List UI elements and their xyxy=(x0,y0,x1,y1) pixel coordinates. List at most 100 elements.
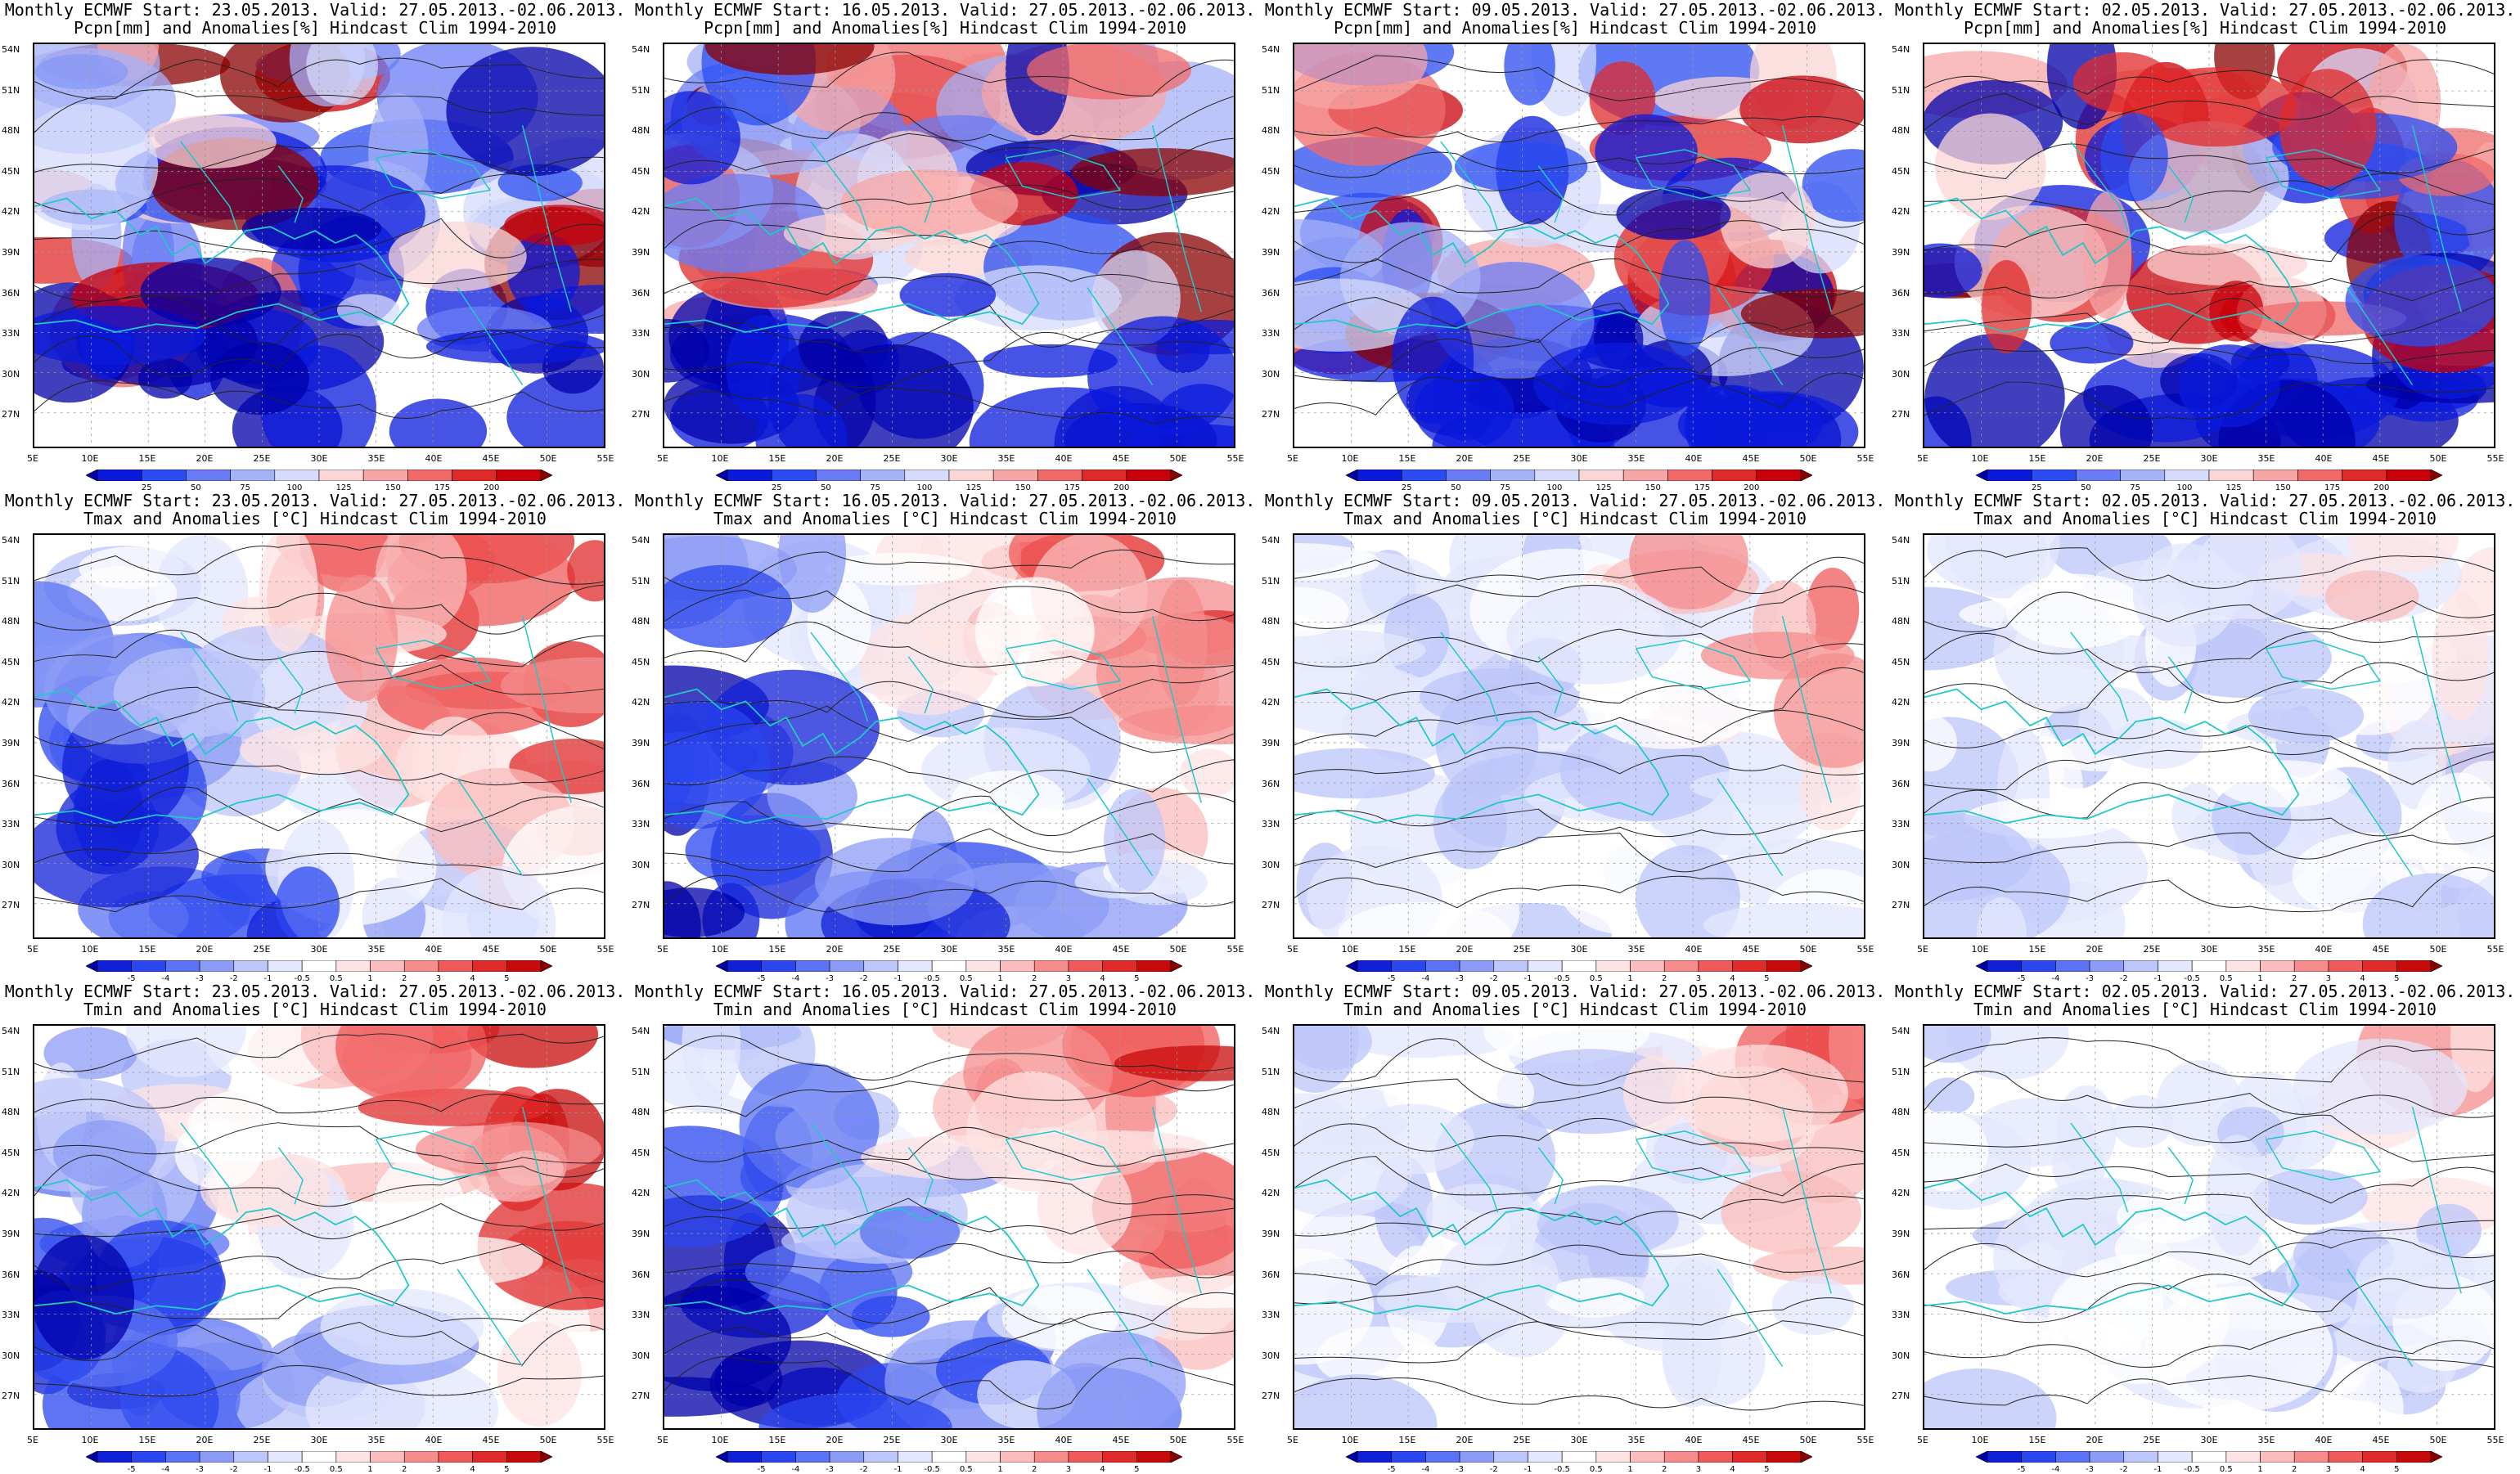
longitude-tick-label: 40E xyxy=(425,944,443,955)
colorbar-tick-label: -2 xyxy=(2119,974,2128,983)
panel-variable: Tmax and Anomalies [°C] Hindcast Clim 19… xyxy=(83,509,547,528)
panel-variable: Pcpn[mm] and Anomalies[%] Hindcast Clim … xyxy=(73,18,556,38)
longitude-tick-label: 40E xyxy=(1685,944,1703,955)
latitude-tick-label: 27N xyxy=(1892,900,1910,911)
forecast-panel: Monthly ECMWF Start: 02.05.2013. Valid: … xyxy=(1890,0,2520,492)
longitude-tick-label: 10E xyxy=(1971,1435,1989,1445)
latitude-tick-label: 33N xyxy=(632,1310,650,1321)
colorbar-tick-label: 25 xyxy=(2031,483,2042,492)
latitude-tick-label: 27N xyxy=(1262,409,1280,420)
colorbar-tick-label: 3 xyxy=(2325,974,2332,983)
colorbar-tick-label: 0.5 xyxy=(959,1465,973,1474)
colorbar-tick-label: 50 xyxy=(1451,483,1461,492)
longitude-tick-label: 25E xyxy=(883,453,901,464)
colorbar-tick-label: 100 xyxy=(1546,483,1563,492)
anomaly-map xyxy=(1293,1024,1865,1430)
latitude-tick-label: 39N xyxy=(632,1229,650,1239)
longitude-tick-label: 35E xyxy=(367,453,385,464)
panel-variable: Tmax and Anomalies [°C] Hindcast Clim 19… xyxy=(1973,509,2437,528)
panel-title: Monthly ECMWF Start: 09.05.2013. Valid: … xyxy=(1264,491,1886,510)
longitude-tick-label: 40E xyxy=(425,1435,443,1445)
latitude-tick-label: 30N xyxy=(1892,1350,1910,1361)
colorbar xyxy=(86,470,552,481)
colorbar-tick-label: 1 xyxy=(367,974,373,983)
colorbar-tick-label: -3 xyxy=(1456,974,1465,983)
anomaly-map xyxy=(1923,43,2495,448)
colorbar xyxy=(86,960,552,972)
latitude-tick-label: 27N xyxy=(1892,409,1910,420)
longitude-tick-label: 45E xyxy=(482,453,500,464)
latitude-tick-label: 36N xyxy=(1892,287,1910,299)
latitude-tick-label: 30N xyxy=(632,1350,650,1361)
panel-title: Monthly ECMWF Start: 16.05.2013. Valid: … xyxy=(634,982,1256,1001)
longitude-tick-label: 50E xyxy=(1799,453,1817,464)
latitude-tick-label: 36N xyxy=(1892,1269,1910,1280)
colorbar-tick-label: 0.5 xyxy=(1589,1465,1603,1474)
colorbar-tick-label: 0.5 xyxy=(2219,974,2233,983)
colorbar-tick-label: 5 xyxy=(1134,974,1140,983)
longitude-tick-label: 40E xyxy=(2315,453,2333,464)
anomaly-map xyxy=(1923,1024,2495,1430)
latitude-tick-label: 30N xyxy=(2,859,20,870)
longitude-tick-label: 45E xyxy=(1742,1435,1760,1445)
longitude-tick-label: 10E xyxy=(711,944,729,955)
latitude-tick-label: 45N xyxy=(2,1147,20,1158)
forecast-panel: Monthly ECMWF Start: 02.05.2013. Valid: … xyxy=(1890,491,2520,983)
colorbar-tick-label: 125 xyxy=(1595,483,1612,492)
colorbar-tick-label: 175 xyxy=(434,483,451,492)
colorbar-tick-label: -4 xyxy=(2051,1465,2060,1474)
longitude-tick-label: 25E xyxy=(1513,453,1531,464)
longitude-tick-label: 15E xyxy=(138,944,156,955)
latitude-tick-label: 51N xyxy=(1892,575,1910,586)
longitude-tick-label: 55E xyxy=(2486,453,2504,464)
panel-title: Monthly ECMWF Start: 16.05.2013. Valid: … xyxy=(634,491,1256,510)
longitude-tick-label: 35E xyxy=(997,1435,1015,1445)
forecast-panel: Monthly ECMWF Start: 23.05.2013. Valid: … xyxy=(0,982,630,1474)
colorbar-tick-label: 2 xyxy=(2292,1465,2297,1474)
colorbar-tick-label: -4 xyxy=(1421,1465,1430,1474)
latitude-tick-label: 45N xyxy=(1262,165,1280,177)
latitude-tick-label: 39N xyxy=(1892,1229,1910,1239)
latitude-tick-label: 33N xyxy=(2,328,20,339)
latitude-tick-label: 42N xyxy=(1892,697,1910,708)
longitude-tick-label: 35E xyxy=(367,1435,385,1445)
latitude-tick-label: 42N xyxy=(1262,1188,1280,1199)
colorbar-tick-label: 4 xyxy=(1100,1465,1105,1474)
longitude-tick-label: 25E xyxy=(2143,944,2161,955)
colorbar-tick-label: 4 xyxy=(1730,974,1735,983)
longitude-tick-label: 40E xyxy=(1685,453,1703,464)
panel-variable: Tmax and Anomalies [°C] Hindcast Clim 19… xyxy=(713,509,1177,528)
latitude-tick-label: 36N xyxy=(1262,778,1280,789)
longitude-tick-label: 20E xyxy=(1456,453,1474,464)
colorbar-tick-label: 4 xyxy=(2360,974,2365,983)
latitude-tick-label: 30N xyxy=(2,368,20,380)
latitude-tick-label: 27N xyxy=(2,1391,20,1402)
latitude-tick-label: 36N xyxy=(1892,778,1910,789)
longitude-tick-label: 5E xyxy=(27,944,38,955)
panel-variable: Tmax and Anomalies [°C] Hindcast Clim 19… xyxy=(1343,509,1807,528)
longitude-tick-label: 35E xyxy=(2257,1435,2275,1445)
latitude-tick-label: 42N xyxy=(1892,1188,1910,1199)
longitude-tick-label: 50E xyxy=(1169,1435,1187,1445)
longitude-tick-label: 35E xyxy=(1627,944,1645,955)
anomaly-map xyxy=(33,533,605,939)
latitude-tick-label: 27N xyxy=(1262,900,1280,911)
longitude-tick-label: 45E xyxy=(1742,944,1760,955)
colorbar-tick-label: 150 xyxy=(2275,483,2291,492)
longitude-tick-label: 40E xyxy=(425,453,443,464)
longitude-tick-label: 50E xyxy=(539,944,557,955)
panel-title: Monthly ECMWF Start: 23.05.2013. Valid: … xyxy=(4,0,626,20)
latitude-tick-label: 42N xyxy=(2,1188,20,1199)
longitude-tick-label: 35E xyxy=(2257,944,2275,955)
longitude-tick-label: 30E xyxy=(310,453,328,464)
longitude-tick-label: 30E xyxy=(1570,453,1588,464)
longitude-tick-label: 50E xyxy=(1169,944,1187,955)
colorbar-tick-label: -0.5 xyxy=(2184,974,2200,983)
colorbar-tick-label: 0.5 xyxy=(959,974,973,983)
longitude-tick-label: 50E xyxy=(1169,453,1187,464)
latitude-tick-label: 42N xyxy=(1892,206,1910,218)
colorbar-tick-label: 2 xyxy=(1662,974,1667,983)
longitude-tick-label: 25E xyxy=(253,1435,271,1445)
colorbar-tick-label: 75 xyxy=(1500,483,1511,492)
longitude-tick-label: 45E xyxy=(1112,453,1130,464)
